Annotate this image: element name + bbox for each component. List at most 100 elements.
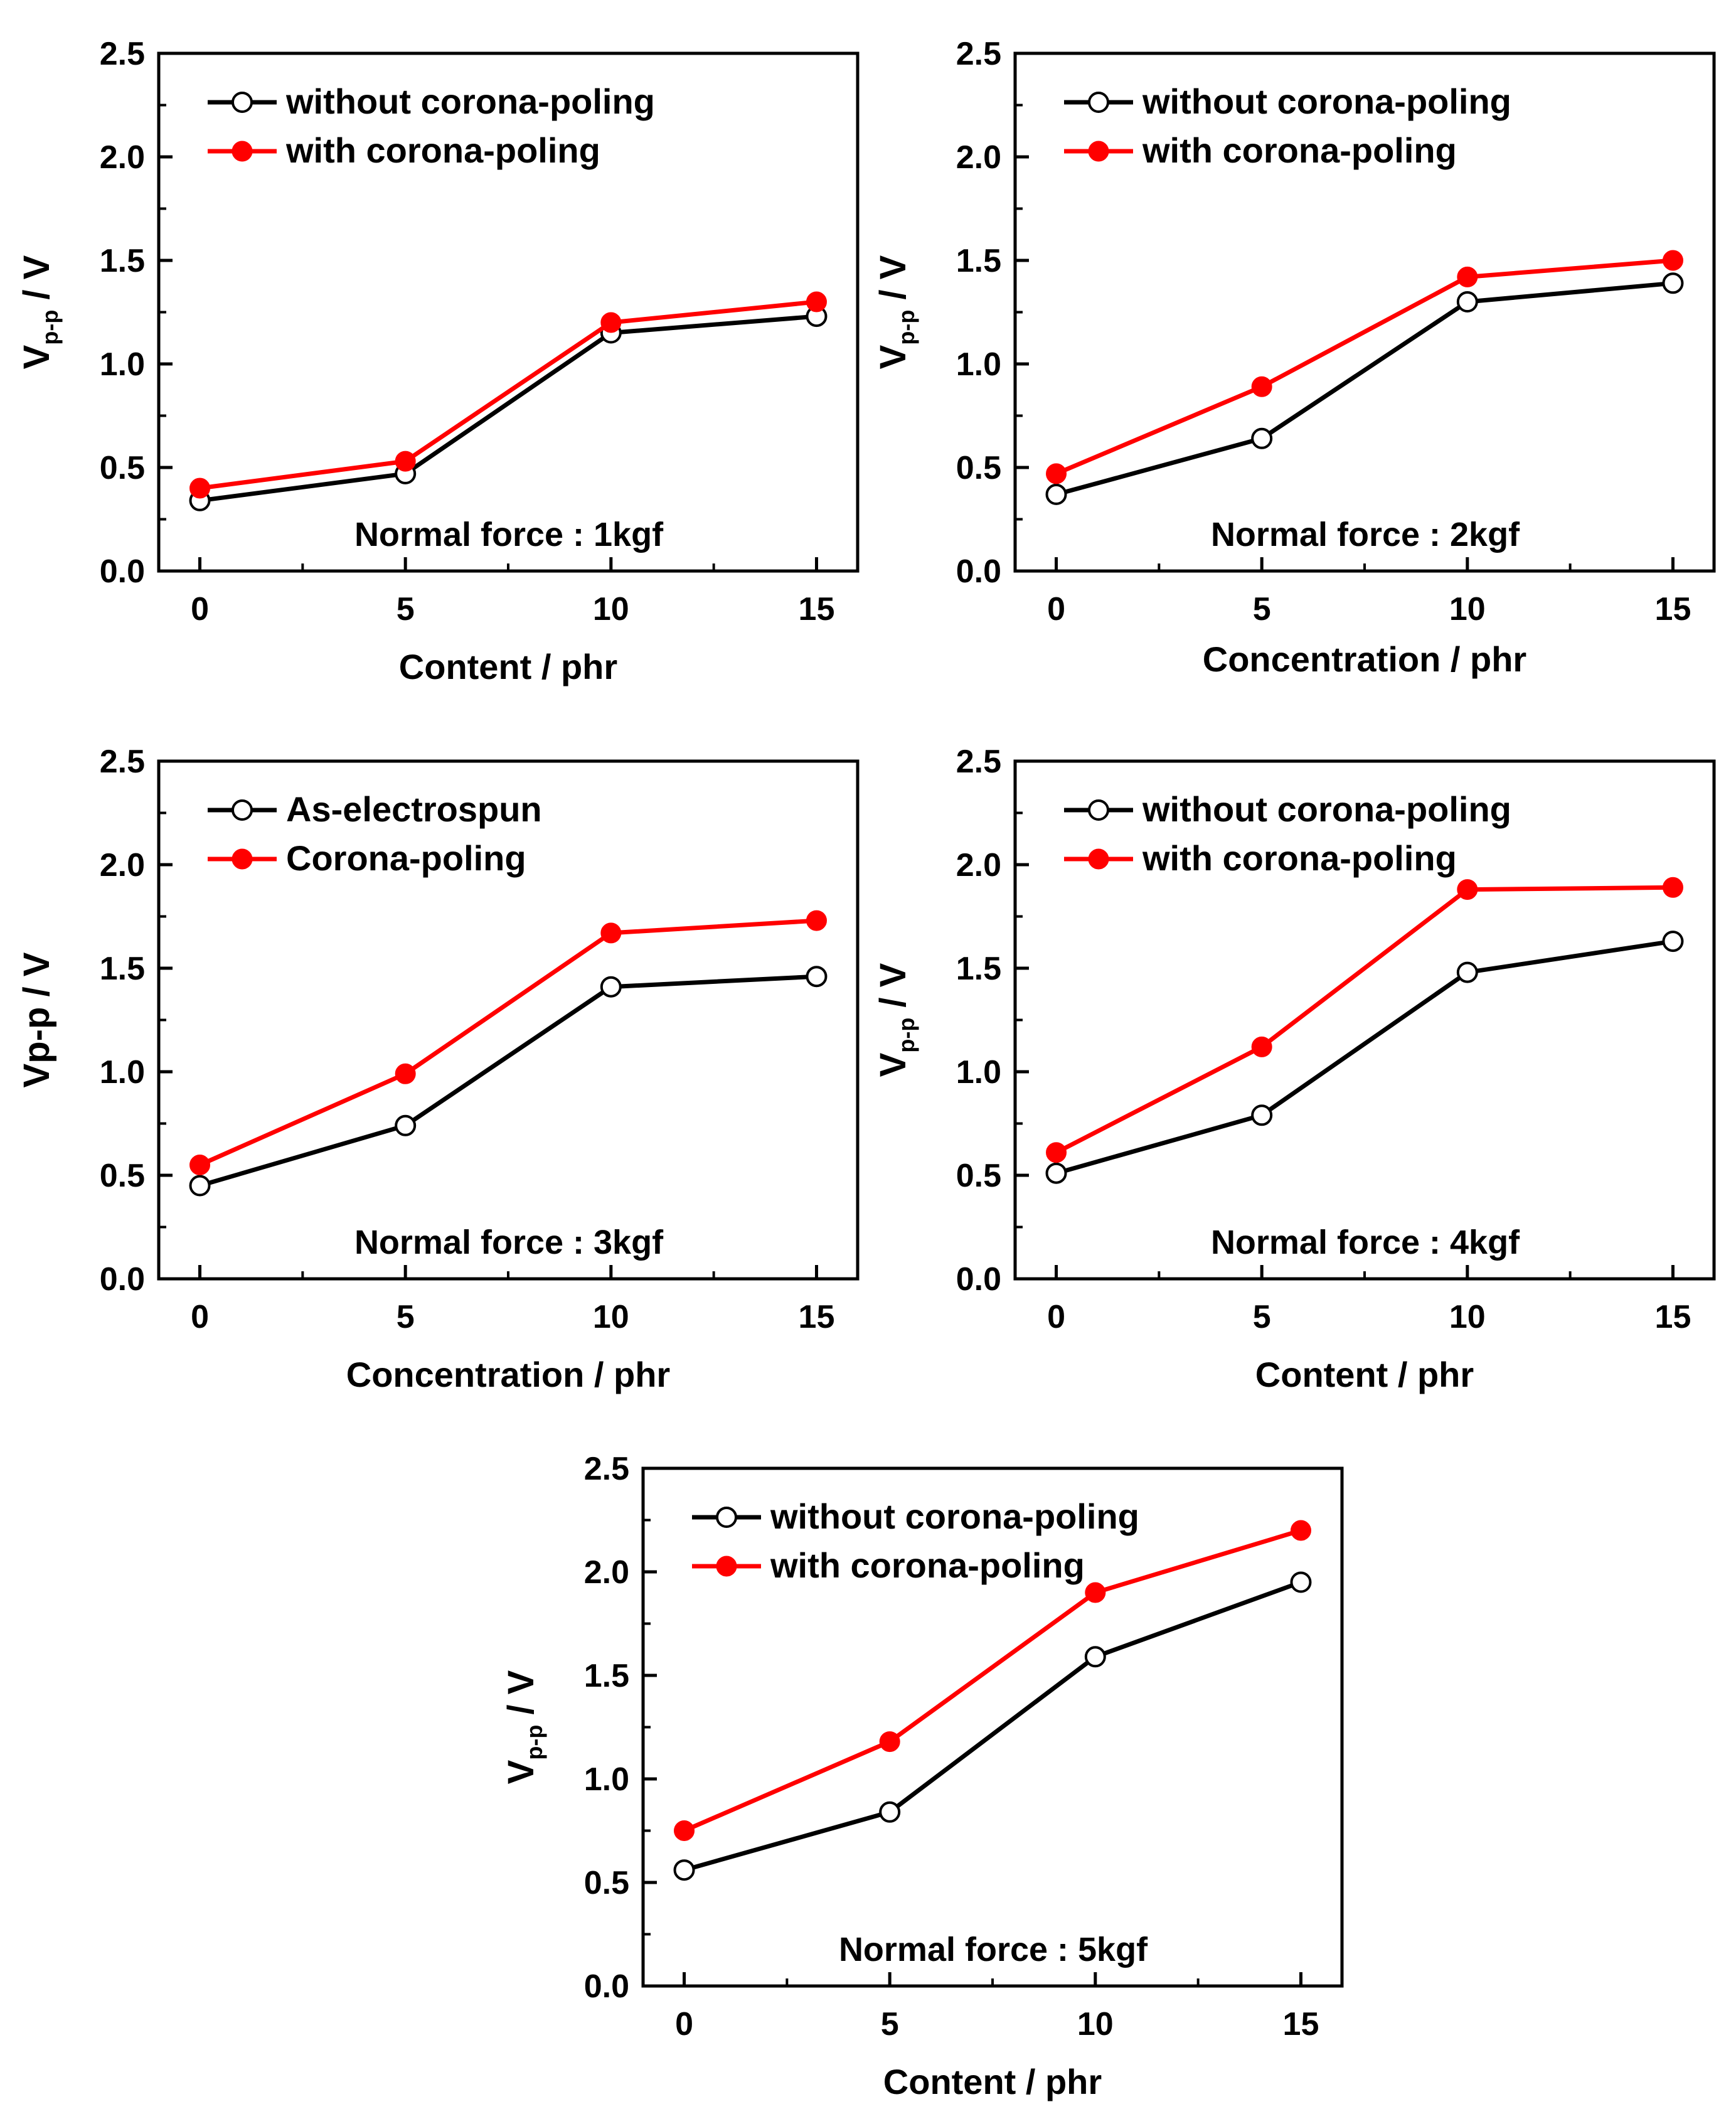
y-tick-label: 0.0 xyxy=(100,1261,145,1298)
x-tick-label: 15 xyxy=(799,1299,835,1335)
legend-entry: with corona-poling xyxy=(208,131,600,170)
x-axis-label: Concentration / phr xyxy=(346,1355,670,1394)
data-point-open xyxy=(1662,272,1684,294)
data-point-filled xyxy=(806,910,827,931)
y-axis-label-unit: / V xyxy=(501,1670,541,1724)
x-tick-label: 0 xyxy=(1047,1299,1065,1335)
y-axis-label-subscript: p-p xyxy=(37,310,63,345)
y-axis-label-unit: / V xyxy=(873,963,913,1017)
y-tick-label: 0.0 xyxy=(956,1261,1001,1298)
data-point-filled xyxy=(806,291,827,312)
y-tick-label: 1.5 xyxy=(100,243,145,279)
legend-label: without corona-poling xyxy=(1142,82,1511,121)
chart-panel-4: 0.0 0.5 1.0 1.5 2.0 2.5 0 5 10 15 Content / phr Vp-… xyxy=(873,744,1716,1394)
x-tick-label: 5 xyxy=(397,1299,415,1335)
y-axis-label-main: V xyxy=(16,344,57,369)
y-tick-label: 0.5 xyxy=(100,1158,145,1194)
legend-marker xyxy=(232,848,253,870)
y-tick-label: 1.0 xyxy=(584,1761,629,1798)
y-tick-label: 1.0 xyxy=(956,346,1001,383)
legend-label: without corona-poling xyxy=(1142,789,1511,829)
data-point-open xyxy=(1045,483,1067,505)
data-point-open xyxy=(1456,961,1478,983)
x-tick-label: 5 xyxy=(881,2006,899,2042)
data-point-filled xyxy=(879,1731,900,1753)
data-point-open xyxy=(673,1859,695,1881)
data-point-open xyxy=(189,1175,211,1197)
legend-label: with corona-poling xyxy=(770,1545,1085,1585)
x-axis-label: Content / phr xyxy=(399,647,617,686)
data-point-filled xyxy=(189,478,211,499)
legend-marker xyxy=(716,1556,737,1577)
legend-label: Corona-poling xyxy=(286,838,526,878)
data-point-filled xyxy=(600,922,622,944)
x-tick-label: 10 xyxy=(1449,1299,1486,1335)
y-tick-label: 0.5 xyxy=(956,1158,1001,1194)
y-tick-label: 2.5 xyxy=(956,744,1001,780)
y-tick-label: 1.5 xyxy=(100,951,145,987)
data-point-filled xyxy=(1046,463,1067,484)
x-tick-label: 5 xyxy=(1253,1299,1271,1335)
x-tick-label: 15 xyxy=(1655,591,1691,627)
x-tick-label: 15 xyxy=(1283,2006,1319,2042)
legend-entry: with corona-poling xyxy=(692,1545,1085,1585)
y-tick-label: 1.0 xyxy=(100,346,145,383)
data-point-filled xyxy=(1457,879,1478,900)
y-axis-label: Vp-p / V xyxy=(16,255,63,369)
y-axis-label-main: V xyxy=(501,1759,541,1784)
legend-label: without corona-poling xyxy=(285,82,655,121)
y-tick-label: 0.0 xyxy=(956,553,1001,590)
series-line-filled xyxy=(1055,885,1673,1155)
x-tick-label: 0 xyxy=(675,2006,693,2042)
data-point-filled xyxy=(1662,250,1683,271)
data-point-filled xyxy=(1662,877,1683,898)
x-axis-label: Content / phr xyxy=(1255,1355,1474,1394)
legend-marker xyxy=(716,1507,737,1528)
y-tick-label: 2.0 xyxy=(956,847,1001,884)
y-tick-label: 1.0 xyxy=(956,1054,1001,1091)
data-point-open xyxy=(1456,291,1478,312)
data-point-filled xyxy=(1251,376,1272,397)
chart-panel-5: 0.0 0.5 1.0 1.5 2.0 2.5 0 5 10 15 Content / phr Vp-… xyxy=(501,1451,1344,2101)
series-line-open xyxy=(1055,280,1673,497)
data-point-filled xyxy=(395,451,416,472)
y-tick-label: 2.0 xyxy=(584,1554,629,1591)
legend-marker xyxy=(232,141,253,162)
y-tick-label: 1.0 xyxy=(100,1054,145,1091)
data-point-filled xyxy=(1290,1520,1311,1541)
series-line-filled xyxy=(200,299,817,491)
data-point-open xyxy=(879,1801,901,1823)
y-tick-label: 2.5 xyxy=(100,744,145,780)
y-tick-label: 2.5 xyxy=(100,36,145,72)
normal-force-annotation: Normal force : 3kgf xyxy=(354,1224,664,1261)
legend-entry: without corona-poling xyxy=(1064,789,1511,829)
data-point-filled xyxy=(674,1820,695,1841)
y-axis-label: Vp-p / V xyxy=(16,952,57,1087)
legend-label: with corona-poling xyxy=(1142,131,1457,170)
x-tick-label: 0 xyxy=(1047,591,1065,627)
legend-entry: with corona-poling xyxy=(1064,838,1457,878)
legend-entry: As-electrospun xyxy=(208,789,542,829)
chart-panel-3: 0.0 0.5 1.0 1.5 2.0 2.5 0 5 10 15 Concentration / … xyxy=(16,744,860,1394)
data-point-open xyxy=(1662,931,1684,953)
legend-marker xyxy=(1088,141,1109,162)
series-line-open xyxy=(200,314,817,503)
data-point-filled xyxy=(1085,1582,1106,1603)
y-tick-label: 0.0 xyxy=(100,553,145,590)
y-axis-label-main: V xyxy=(873,1052,913,1077)
y-axis-label: Vp-p / V xyxy=(873,255,919,369)
x-tick-label: 0 xyxy=(191,1299,209,1335)
data-point-filled xyxy=(600,312,622,333)
x-tick-label: 10 xyxy=(593,591,629,627)
data-point-open xyxy=(1290,1571,1312,1593)
normal-force-annotation: Normal force : 1kgf xyxy=(354,516,664,553)
y-axis-label: Vp-p / V xyxy=(873,963,919,1077)
series-line-open xyxy=(1055,939,1673,1176)
y-axis-label-main: V xyxy=(873,344,913,369)
y-axis-label-subscript: p-p xyxy=(893,310,919,345)
data-point-filled xyxy=(1457,266,1478,287)
legend-marker xyxy=(1088,92,1109,113)
x-axis-label: Content / phr xyxy=(883,2062,1102,2101)
y-tick-label: 2.0 xyxy=(100,847,145,884)
